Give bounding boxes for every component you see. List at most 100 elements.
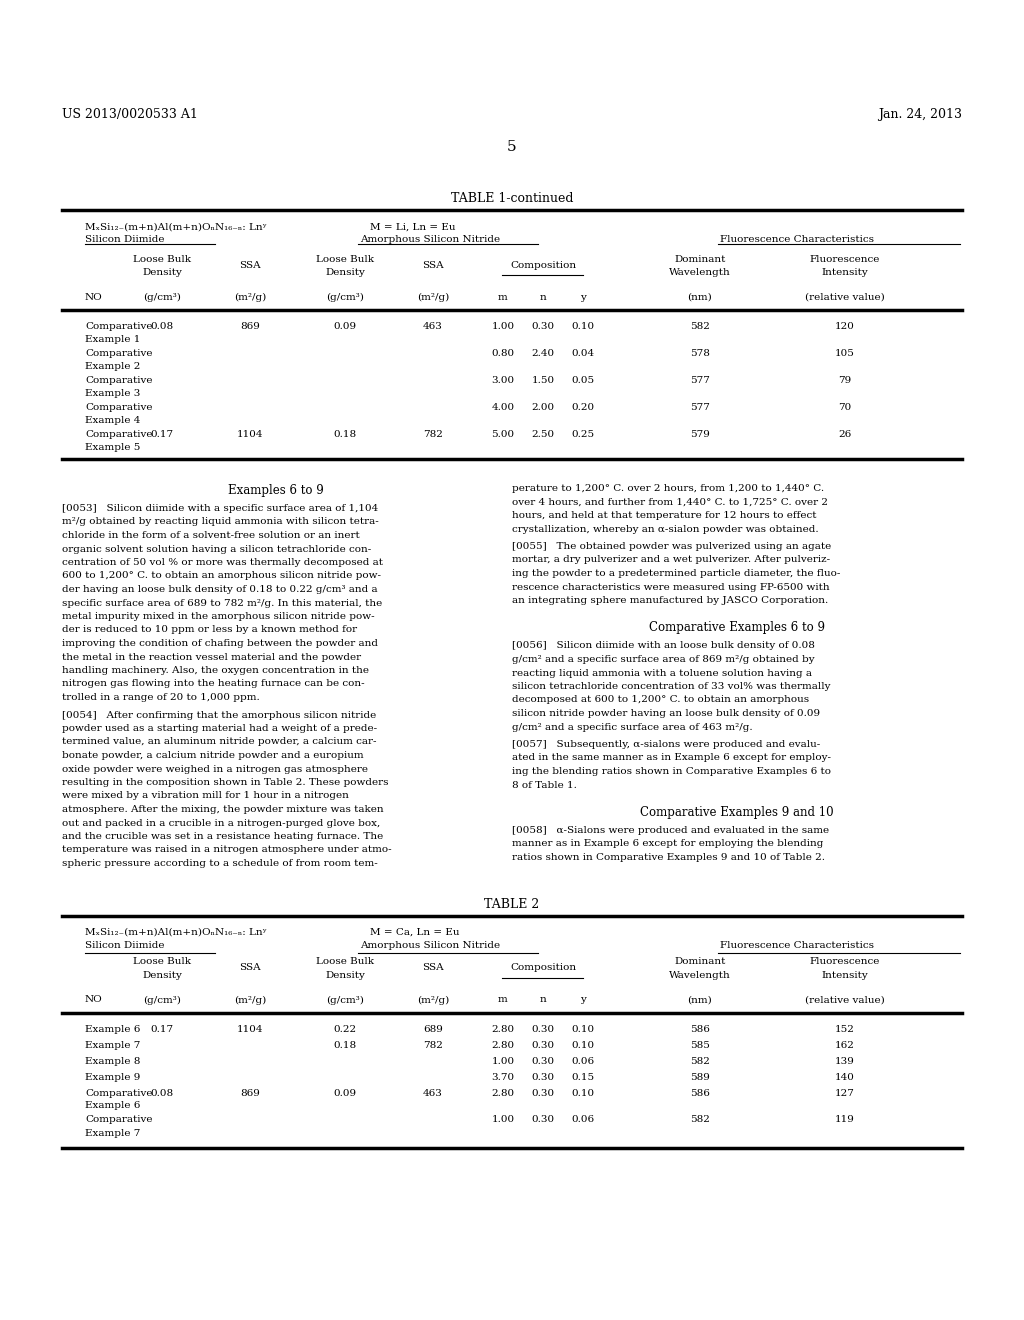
Text: 0.25: 0.25	[571, 430, 595, 440]
Text: (m²/g): (m²/g)	[233, 293, 266, 302]
Text: 586: 586	[690, 1089, 710, 1097]
Text: (g/cm³): (g/cm³)	[143, 293, 181, 302]
Text: Loose Bulk: Loose Bulk	[316, 957, 374, 966]
Text: M = Li, Ln = Eu: M = Li, Ln = Eu	[370, 223, 456, 232]
Text: Example 2: Example 2	[85, 362, 140, 371]
Text: g/cm² and a specific surface area of 869 m²/g obtained by: g/cm² and a specific surface area of 869…	[512, 655, 815, 664]
Text: SSA: SSA	[422, 261, 443, 271]
Text: (m²/g): (m²/g)	[233, 995, 266, 1005]
Text: 689: 689	[423, 1024, 443, 1034]
Text: 119: 119	[835, 1115, 855, 1125]
Text: Density: Density	[142, 268, 182, 277]
Text: US 2013/0020533 A1: US 2013/0020533 A1	[62, 108, 198, 121]
Text: Jan. 24, 2013: Jan. 24, 2013	[878, 108, 962, 121]
Text: 70: 70	[839, 403, 852, 412]
Text: 0.30: 0.30	[531, 1056, 555, 1065]
Text: Wavelength: Wavelength	[669, 970, 731, 979]
Text: bonate powder, a calcium nitride powder and a europium: bonate powder, a calcium nitride powder …	[62, 751, 364, 760]
Text: Comparative: Comparative	[85, 403, 153, 412]
Text: 0.17: 0.17	[151, 1024, 173, 1034]
Text: ing the blending ratios shown in Comparative Examples 6 to: ing the blending ratios shown in Compara…	[512, 767, 831, 776]
Text: [0057]   Subsequently, α-sialons were produced and evalu-: [0057] Subsequently, α-sialons were prod…	[512, 741, 820, 748]
Text: 0.20: 0.20	[571, 403, 595, 412]
Text: m: m	[498, 293, 508, 302]
Text: Comparative: Comparative	[85, 1089, 153, 1097]
Text: (g/cm³): (g/cm³)	[326, 293, 364, 302]
Text: Comparative: Comparative	[85, 322, 153, 331]
Text: 0.10: 0.10	[571, 1024, 595, 1034]
Text: (nm): (nm)	[688, 293, 713, 302]
Text: mortar, a dry pulverizer and a wet pulverizer. After pulveriz-: mortar, a dry pulverizer and a wet pulve…	[512, 556, 830, 565]
Text: Comparative: Comparative	[85, 430, 153, 440]
Text: 0.30: 0.30	[531, 1040, 555, 1049]
Text: 0.15: 0.15	[571, 1072, 595, 1081]
Text: 582: 582	[690, 1115, 710, 1125]
Text: 0.09: 0.09	[334, 1089, 356, 1097]
Text: centration of 50 vol % or more was thermally decomposed at: centration of 50 vol % or more was therm…	[62, 558, 383, 568]
Text: silicon tetrachloride concentration of 33 vol% was thermally: silicon tetrachloride concentration of 3…	[512, 682, 830, 690]
Text: handling machinery. Also, the oxygen concentration in the: handling machinery. Also, the oxygen con…	[62, 667, 369, 675]
Text: 579: 579	[690, 430, 710, 440]
Text: Example 1: Example 1	[85, 335, 140, 345]
Text: (relative value): (relative value)	[805, 293, 885, 302]
Text: organic solvent solution having a silicon tetrachloride con-: organic solvent solution having a silico…	[62, 544, 372, 553]
Text: 162: 162	[835, 1040, 855, 1049]
Text: Example 4: Example 4	[85, 416, 140, 425]
Text: 0.10: 0.10	[571, 322, 595, 331]
Text: Examples 6 to 9: Examples 6 to 9	[228, 484, 324, 498]
Text: oxide powder were weighed in a nitrogen gas atmosphere: oxide powder were weighed in a nitrogen …	[62, 764, 368, 774]
Text: 0.08: 0.08	[151, 322, 173, 331]
Text: 600 to 1,200° C. to obtain an amorphous silicon nitride pow-: 600 to 1,200° C. to obtain an amorphous …	[62, 572, 381, 581]
Text: n: n	[540, 995, 547, 1005]
Text: ing the powder to a predetermined particle diameter, the fluo-: ing the powder to a predetermined partic…	[512, 569, 841, 578]
Text: crystallization, whereby an α-sialon powder was obtained.: crystallization, whereby an α-sialon pow…	[512, 524, 818, 533]
Text: Dominant: Dominant	[675, 957, 726, 966]
Text: Fluorescence Characteristics: Fluorescence Characteristics	[720, 940, 874, 949]
Text: 2.00: 2.00	[531, 403, 555, 412]
Text: 782: 782	[423, 430, 443, 440]
Text: Wavelength: Wavelength	[669, 268, 731, 277]
Text: improving the condition of chafing between the powder and: improving the condition of chafing betwe…	[62, 639, 378, 648]
Text: MₓSi₁₂₋(m+n)Al(m+n)OₙN₁₆₋ₙ: Lnʸ: MₓSi₁₂₋(m+n)Al(m+n)OₙN₁₆₋ₙ: Lnʸ	[85, 928, 267, 936]
Text: 578: 578	[690, 348, 710, 358]
Text: 1.00: 1.00	[492, 1056, 515, 1065]
Text: n: n	[540, 293, 547, 302]
Text: der is reduced to 10 ppm or less by a known method for: der is reduced to 10 ppm or less by a kn…	[62, 626, 357, 635]
Text: 0.30: 0.30	[531, 1024, 555, 1034]
Text: Amorphous Silicon Nitride: Amorphous Silicon Nitride	[360, 940, 500, 949]
Text: 26: 26	[839, 430, 852, 440]
Text: m: m	[498, 995, 508, 1005]
Text: NO: NO	[85, 995, 102, 1005]
Text: (g/cm³): (g/cm³)	[143, 995, 181, 1005]
Text: Intensity: Intensity	[821, 970, 868, 979]
Text: 2.80: 2.80	[492, 1024, 515, 1034]
Text: and the crucible was set in a resistance heating furnace. The: and the crucible was set in a resistance…	[62, 832, 383, 841]
Text: 140: 140	[835, 1072, 855, 1081]
Text: 0.09: 0.09	[334, 322, 356, 331]
Text: (relative value): (relative value)	[805, 995, 885, 1005]
Text: Composition: Composition	[510, 261, 577, 271]
Text: Example 7: Example 7	[85, 1129, 140, 1138]
Text: 0.18: 0.18	[334, 1040, 356, 1049]
Text: 589: 589	[690, 1072, 710, 1081]
Text: chloride in the form of a solvent-free solution or an inert: chloride in the form of a solvent-free s…	[62, 531, 359, 540]
Text: Example 5: Example 5	[85, 444, 140, 451]
Text: 139: 139	[835, 1056, 855, 1065]
Text: perature to 1,200° C. over 2 hours, from 1,200 to 1,440° C.: perature to 1,200° C. over 2 hours, from…	[512, 484, 824, 492]
Text: out and packed in a crucible in a nitrogen-purged glove box,: out and packed in a crucible in a nitrog…	[62, 818, 380, 828]
Text: SSA: SSA	[422, 964, 443, 973]
Text: Loose Bulk: Loose Bulk	[316, 255, 374, 264]
Text: 2.50: 2.50	[531, 430, 555, 440]
Text: specific surface area of 689 to 782 m²/g. In this material, the: specific surface area of 689 to 782 m²/g…	[62, 598, 382, 607]
Text: [0058]   α-Sialons were produced and evaluated in the same: [0058] α-Sialons were produced and evalu…	[512, 826, 829, 836]
Text: Example 3: Example 3	[85, 389, 140, 399]
Text: TABLE 2: TABLE 2	[484, 898, 540, 911]
Text: 0.10: 0.10	[571, 1040, 595, 1049]
Text: Density: Density	[325, 970, 365, 979]
Text: Comparative: Comparative	[85, 376, 153, 385]
Text: (nm): (nm)	[688, 995, 713, 1005]
Text: 105: 105	[835, 348, 855, 358]
Text: ated in the same manner as in Example 6 except for employ-: ated in the same manner as in Example 6 …	[512, 754, 831, 763]
Text: 463: 463	[423, 1089, 443, 1097]
Text: MₓSi₁₂₋(m+n)Al(m+n)OₙN₁₆₋ₙ: Lnʸ: MₓSi₁₂₋(m+n)Al(m+n)OₙN₁₆₋ₙ: Lnʸ	[85, 223, 267, 232]
